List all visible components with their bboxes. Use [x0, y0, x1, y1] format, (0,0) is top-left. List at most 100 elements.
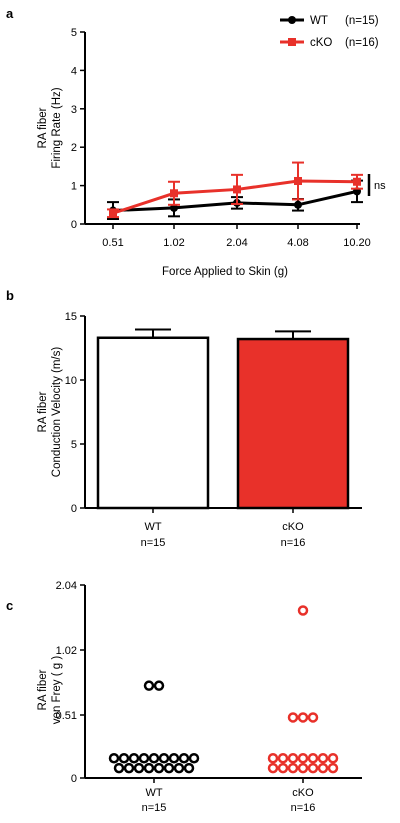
panel-labels: a b c	[6, 6, 14, 613]
data-point	[183, 762, 195, 774]
y-axis-label-group: RA fiber von Frey ( g )	[37, 656, 63, 725]
y-tick-label: 3	[71, 104, 77, 116]
data-point	[108, 752, 120, 764]
panel-c-scatter-chart: 0 0.51 1.02 2.04 WT n=15 cKO n=16 RA fiber von Fr…	[37, 580, 362, 814]
data-point	[123, 762, 135, 774]
data-point	[297, 605, 309, 616]
data-point	[138, 752, 150, 764]
y-tick-label: 1.02	[56, 645, 77, 657]
y-axis-label-line1: RA fiber	[37, 669, 49, 710]
legend: WT (n=15) cKO (n=16)	[280, 15, 379, 49]
panel-a-line-chart: 0 1 2 3 4 5 0.51 1.02 2.04 4.08 10.20 Force Applied…	[37, 15, 386, 278]
x-tick-label: WT	[145, 787, 162, 799]
bar-wt	[96, 336, 210, 510]
legend-entry-n: (n=15)	[345, 15, 379, 27]
data-point	[113, 762, 125, 774]
data-point	[297, 762, 309, 774]
x-tick-label: 2.04	[226, 237, 247, 249]
y-tick-label: 1	[71, 181, 77, 193]
data-point	[153, 680, 165, 691]
x-tick-sublabel: n=16	[281, 537, 306, 549]
data-point	[307, 752, 319, 764]
y-axis-label-group: RA fiber Conduction Velocity (m/s)	[37, 347, 63, 478]
y-axis-label-group: RA fiber Firing Rate (Hz)	[37, 87, 63, 168]
y-tick-label: 0	[71, 503, 77, 515]
panel-letter-b: b	[6, 288, 14, 303]
data-point	[294, 176, 302, 185]
data-point	[158, 752, 170, 764]
legend-swatch-marker	[288, 16, 296, 24]
data-point	[327, 752, 339, 764]
x-tick-sublabel: n=15	[142, 802, 167, 814]
data-point	[317, 752, 329, 764]
x-tick-label: 0.51	[102, 237, 123, 249]
legend-swatch-marker	[288, 38, 296, 46]
data-point	[294, 200, 302, 209]
y-tick-label: 5	[71, 439, 77, 451]
y-tick-label: 10	[65, 375, 77, 387]
data-point	[317, 762, 329, 774]
data-point	[170, 203, 178, 212]
data-point	[307, 762, 319, 774]
y-axis-label-line1: RA fiber	[37, 391, 49, 432]
data-point	[153, 762, 165, 774]
data-point	[173, 762, 185, 774]
data-point	[297, 752, 309, 764]
data-point	[233, 185, 241, 194]
x-tick-label: WT	[144, 521, 161, 533]
data-point	[188, 752, 200, 764]
x-tick-label: 4.08	[287, 237, 308, 249]
y-tick-label: 5	[71, 27, 77, 39]
x-tick-label: cKO	[282, 521, 304, 533]
y-axis-label-line1: RA fiber	[37, 107, 49, 148]
x-tick-label: cKO	[292, 787, 314, 799]
data-point	[168, 752, 180, 764]
y-axis-label-line2: von Frey ( g )	[51, 656, 63, 725]
data-point	[277, 752, 289, 764]
scatter-group-cko	[267, 605, 339, 774]
x-tick-sublabel: n=15	[141, 537, 166, 549]
data-point	[267, 752, 279, 764]
data-point	[277, 762, 289, 774]
y-tick-label: 2.04	[56, 580, 77, 592]
y-axis-label-line2: Firing Rate (Hz)	[51, 87, 63, 168]
data-point	[287, 762, 299, 774]
data-point	[297, 712, 309, 723]
data-point	[143, 680, 155, 691]
y-tick-label: 15	[65, 311, 77, 323]
panel-b-bar-chart: 0 5 10 15 WT n=15 cKO n=16 RA fiber Conduction Ve…	[37, 311, 362, 549]
data-point	[267, 762, 279, 774]
y-tick-label: 4	[71, 65, 77, 77]
x-tick-sublabel: n=16	[291, 802, 316, 814]
y-axis-label-line2: Conduction Velocity (m/s)	[51, 347, 63, 478]
scatter-group-wt	[108, 680, 200, 774]
y-tick-label: 0.51	[56, 710, 77, 722]
legend-entry-name: WT	[310, 15, 328, 27]
panel-letter-c: c	[6, 598, 13, 613]
data-point	[307, 712, 319, 723]
data-point	[353, 177, 361, 186]
data-point	[143, 762, 155, 774]
data-point	[163, 762, 175, 774]
data-point	[118, 752, 130, 764]
data-point	[109, 209, 117, 218]
data-point	[133, 762, 145, 774]
x-tick-label: 10.20	[343, 237, 371, 249]
y-tick-label: 0	[71, 219, 77, 231]
data-point	[287, 712, 299, 723]
panel-letter-a: a	[6, 6, 14, 21]
data-point	[178, 752, 190, 764]
x-tick-label: 1.02	[163, 237, 184, 249]
data-point	[170, 189, 178, 198]
data-point	[327, 762, 339, 774]
data-point	[128, 752, 140, 764]
data-point	[287, 752, 299, 764]
y-tick-label: 2	[71, 142, 77, 154]
y-tick-label: 0	[71, 773, 77, 785]
data-point	[148, 752, 160, 764]
bar-cko	[236, 337, 350, 510]
series-cko	[107, 161, 363, 219]
legend-entry-name: cKO	[310, 37, 332, 49]
ns-annotation: ns	[374, 180, 386, 192]
